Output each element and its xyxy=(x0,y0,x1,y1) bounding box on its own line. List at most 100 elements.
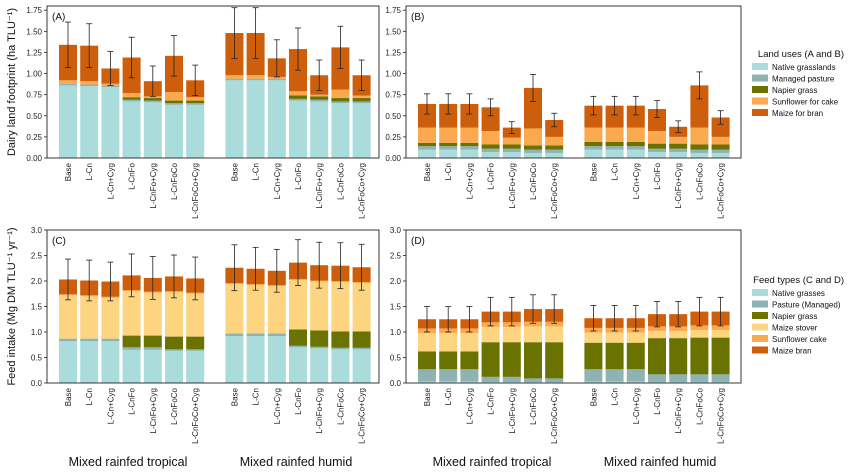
bar-segment-native-grasses xyxy=(648,381,666,383)
legend-swatch xyxy=(752,63,768,70)
bar-segment-managed-pasture xyxy=(267,78,286,81)
bar-segment-pasture-managed xyxy=(267,333,286,337)
legend-swatch xyxy=(752,109,768,116)
bar-segment-maize-stover xyxy=(59,295,77,339)
bar-segment-sunflower-for-cake xyxy=(584,127,603,142)
bar-segment-pasture-managed xyxy=(331,347,350,350)
bar-segment-maize-stover xyxy=(246,285,265,334)
y-tick-label: 1.25 xyxy=(385,48,401,57)
bar-segment-napier-grass xyxy=(669,338,688,375)
x-tick-label: L-CnFo+Cyg xyxy=(674,388,683,434)
panel-b: 0.00 0.25 0.50 0.75 1.00 1.25 1.50 1.75 Base L-Cn… xyxy=(385,5,742,219)
bar-segment-pasture-managed xyxy=(246,333,265,337)
group-label: Mixed rainfed humid xyxy=(604,455,717,469)
bar-segment-sunflower-for-cake xyxy=(310,94,329,97)
bar-segment-pasture-managed xyxy=(545,378,564,382)
bar-segment-sunflower-for-cake xyxy=(460,127,479,143)
bar-segment-napier-grass xyxy=(481,342,500,377)
bar-segment-maize-stover xyxy=(439,333,458,352)
x-tick-label: L-CnFo xyxy=(294,162,303,189)
bar-segment-pasture-managed xyxy=(605,369,624,382)
bar-segment-maize-stover xyxy=(331,282,350,332)
bar-segment-napier-grass xyxy=(331,331,350,348)
y-axis-label: Dairy land footprint (ha TLU⁻¹) xyxy=(6,8,18,156)
bar-segment-napier-grass xyxy=(481,144,500,149)
bar-segment-native-grasses xyxy=(165,350,183,383)
bar-segment-pasture-managed xyxy=(165,349,183,351)
bar-segment-maize-stover xyxy=(310,281,329,331)
x-tick-label: L-Cn+Cyg xyxy=(273,163,282,199)
bar-segment-sunflower-for-cake xyxy=(524,128,542,146)
bar-segment-native-grasslands xyxy=(711,152,730,158)
x-tick-label: L-CnFo xyxy=(653,162,662,189)
x-tick-label: Base xyxy=(589,162,598,181)
bar-segment-sunflower-for-cake xyxy=(289,91,307,96)
bar-segment-sunflower-cake xyxy=(524,321,542,327)
legend-item-label: Managed pasture xyxy=(772,75,835,84)
bar-segment-maize-for-bran xyxy=(545,120,564,137)
bar-segment-native-grasslands xyxy=(289,100,307,158)
bar-segment-pasture-managed xyxy=(502,376,521,382)
bar-segment-native-grasslands xyxy=(584,149,603,158)
bar-segment-maize-stover xyxy=(101,297,120,339)
y-tick-label: 2.0 xyxy=(390,277,402,286)
bar-segment-native-grasses xyxy=(481,381,500,383)
x-tick-label: L-Cn xyxy=(444,388,453,405)
bar-segment-native-grasses xyxy=(439,381,458,383)
y-tick-label: 2.5 xyxy=(31,252,43,261)
bar-segment-napier-grass xyxy=(584,342,603,370)
bar-segment-maize-for-bran xyxy=(524,87,542,129)
x-tick-label: L-CnFoCo xyxy=(170,387,179,424)
bar-segment-napier-grass xyxy=(502,342,521,377)
plot-frame xyxy=(46,5,380,159)
bar-segment-native-grasses xyxy=(690,381,709,383)
bar-segment-sunflower-for-cake xyxy=(439,127,458,143)
bar-segment-napier-grass xyxy=(122,335,141,348)
bar-segment-napier-grass xyxy=(626,141,645,147)
bar-segment-napier-grass xyxy=(186,100,205,104)
y-tick-label: 0.5 xyxy=(31,354,43,363)
bar-segment-native-grasslands xyxy=(545,152,564,158)
legend-item-label: Maize for bran xyxy=(772,109,823,118)
bar-segment-native-grasslands xyxy=(626,149,645,158)
legend-item-label: Sunflower for cake xyxy=(772,98,839,107)
x-tick-label: L-CnFoCo+Cyg xyxy=(191,163,200,219)
y-tick-label: 2.0 xyxy=(31,277,43,286)
x-tick-label: L-CnFoCo+Cyg xyxy=(717,388,726,444)
bar-segment-managed-pasture xyxy=(122,99,141,102)
bar-segment-napier-grass xyxy=(545,145,564,150)
y-tick-label: 1.5 xyxy=(390,303,402,312)
x-tick-label: L-CnFoCo+Cyg xyxy=(358,163,367,219)
bar-segment-native-grasses xyxy=(225,336,244,383)
bar-segment-pasture-managed xyxy=(524,378,542,382)
bar-segment-sunflower-for-cake xyxy=(59,80,77,84)
bar-segment-native-grasslands xyxy=(669,152,688,158)
bar-segment-napier-grass xyxy=(545,342,564,379)
bar-segment-native-grasslands xyxy=(80,86,99,158)
legend-item-label: Maize bran xyxy=(772,347,812,356)
x-tick-label: Base xyxy=(423,387,432,406)
bar-segment-pasture-managed xyxy=(626,369,645,382)
panel-label: (D) xyxy=(411,236,425,247)
legend-swatch xyxy=(752,312,768,319)
legend-swatch xyxy=(752,97,768,105)
x-tick-label: L-Cn+Cyg xyxy=(273,388,282,424)
bar-segment-sunflower-for-cake xyxy=(711,136,730,145)
bar-segment-napier-grass xyxy=(143,335,162,348)
bar-segment-pasture-managed xyxy=(648,374,666,382)
bar-segment-managed-pasture xyxy=(690,149,709,153)
bar-segment-napier-grass xyxy=(460,351,479,370)
bar-segment-native-grasses xyxy=(331,349,350,383)
bar-segment-maize-stover xyxy=(352,283,371,332)
bar-segment-napier-grass xyxy=(418,351,436,370)
bar-segment-pasture-managed xyxy=(460,369,479,382)
x-tick-label: L-CnFoCo xyxy=(336,162,345,199)
x-tick-label: Base xyxy=(64,387,73,406)
bar-segment-maize-stover xyxy=(584,332,603,343)
x-tick-label: L-Cn xyxy=(444,163,453,180)
y-tick-label: 0.00 xyxy=(385,154,401,163)
y-tick-label: 1.75 xyxy=(385,6,401,15)
y-tick-label: 0.50 xyxy=(385,112,401,121)
bar-segment-sunflower-for-cake xyxy=(669,136,688,144)
bar-segment-sunflower-for-cake xyxy=(418,127,436,143)
